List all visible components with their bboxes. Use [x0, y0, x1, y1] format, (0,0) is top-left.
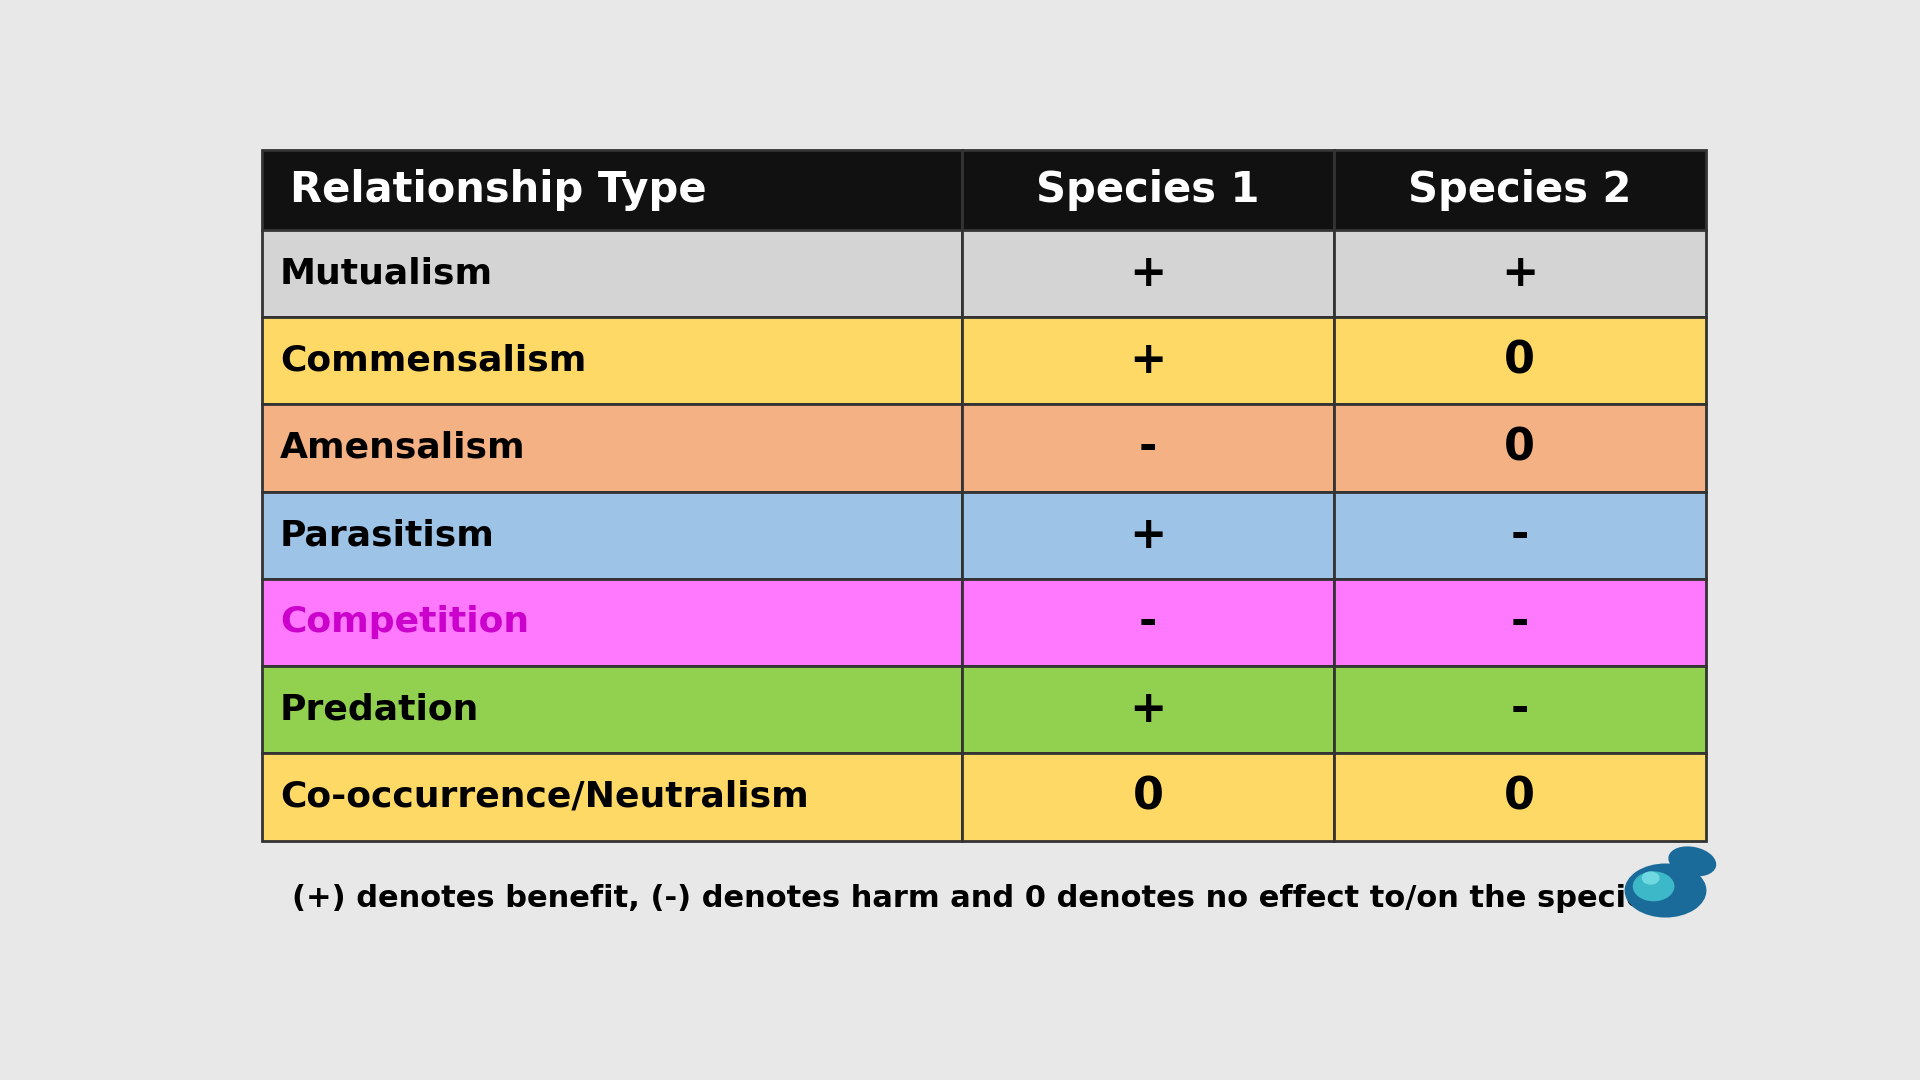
Text: Parasitism: Parasitism — [280, 518, 495, 552]
Bar — [962, 666, 1334, 754]
Text: 0: 0 — [1505, 427, 1536, 470]
Text: Co-occurrence/Neutralism: Co-occurrence/Neutralism — [280, 780, 808, 814]
Bar — [962, 491, 1334, 579]
Ellipse shape — [1624, 864, 1707, 918]
Text: Predation: Predation — [280, 692, 480, 727]
Text: (+) denotes benefit, (-) denotes harm and 0 denotes no effect to/on the species: (+) denotes benefit, (-) denotes harm an… — [292, 885, 1665, 914]
Text: -: - — [1511, 688, 1528, 731]
Bar — [962, 318, 1334, 404]
Text: -: - — [1139, 427, 1158, 470]
Bar — [1334, 754, 1705, 840]
Bar — [263, 150, 962, 230]
Bar — [263, 579, 962, 666]
Bar — [1334, 579, 1705, 666]
Text: Species 2: Species 2 — [1407, 170, 1632, 211]
Bar — [1334, 150, 1705, 230]
Bar — [263, 230, 962, 318]
Bar — [1334, 404, 1705, 491]
Text: +: + — [1129, 252, 1167, 295]
Text: +: + — [1129, 514, 1167, 556]
Text: +: + — [1129, 688, 1167, 731]
Bar — [1334, 666, 1705, 754]
Text: Amensalism: Amensalism — [280, 431, 526, 464]
Text: Relationship Type: Relationship Type — [290, 170, 707, 211]
Text: -: - — [1511, 600, 1528, 644]
Bar — [263, 666, 962, 754]
Text: Species 1: Species 1 — [1037, 170, 1260, 211]
Ellipse shape — [1668, 847, 1716, 877]
Bar — [263, 318, 962, 404]
Text: Commensalism: Commensalism — [280, 343, 586, 378]
Text: Competition: Competition — [280, 606, 528, 639]
Bar — [962, 404, 1334, 491]
Text: 0: 0 — [1133, 775, 1164, 819]
Bar — [962, 150, 1334, 230]
Bar — [263, 404, 962, 491]
Bar — [962, 230, 1334, 318]
Text: +: + — [1129, 339, 1167, 382]
Text: 0: 0 — [1505, 775, 1536, 819]
Bar — [263, 754, 962, 840]
Bar — [1334, 230, 1705, 318]
Bar — [263, 491, 962, 579]
Text: Mutualism: Mutualism — [280, 256, 493, 291]
Text: -: - — [1511, 514, 1528, 556]
Bar — [1334, 491, 1705, 579]
Bar — [962, 579, 1334, 666]
Text: -: - — [1139, 600, 1158, 644]
Bar — [1334, 318, 1705, 404]
Ellipse shape — [1642, 872, 1659, 885]
Text: 0: 0 — [1505, 339, 1536, 382]
Ellipse shape — [1632, 872, 1674, 902]
Text: +: + — [1501, 252, 1538, 295]
Bar — [962, 754, 1334, 840]
